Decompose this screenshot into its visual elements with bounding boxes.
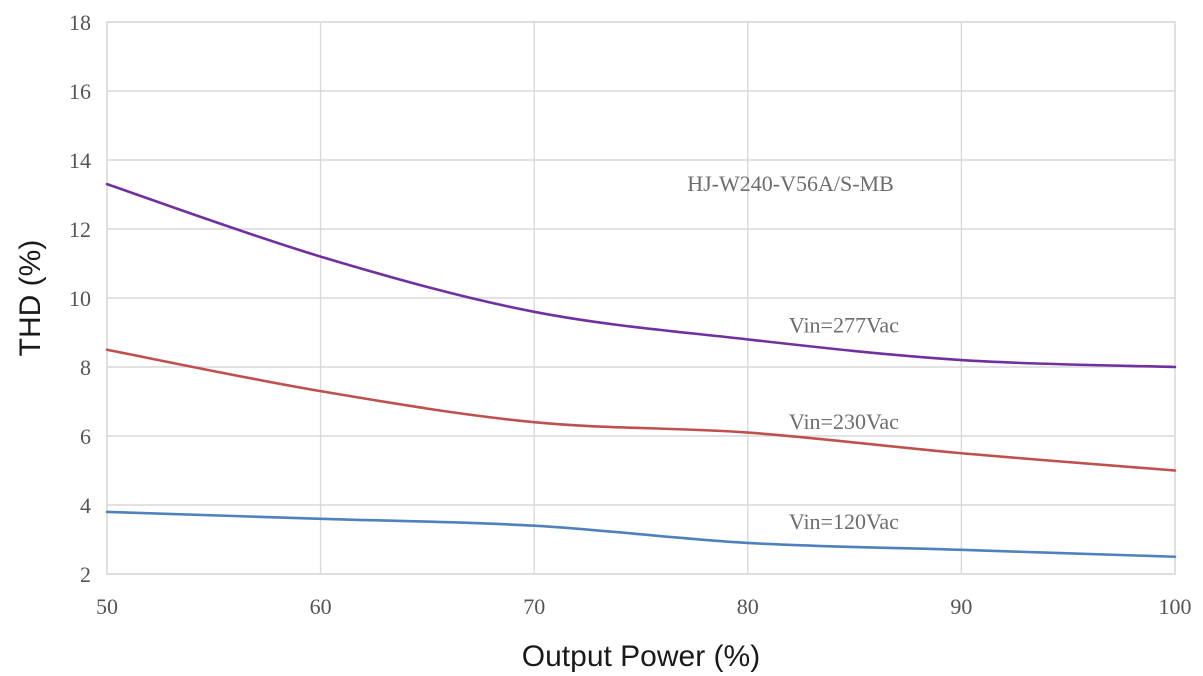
y-tick-label: 18 — [69, 10, 91, 35]
series-line-1 — [105, 182, 1177, 369]
x-tick-label: 80 — [737, 594, 759, 619]
x-tick-labels: 50 60 70 80 90 100 — [96, 594, 1192, 619]
series-line-2 — [105, 348, 1177, 472]
grid — [106, 21, 1176, 575]
series-annotation: Vin=277Vac — [789, 313, 899, 338]
y-tick-label: 12 — [69, 217, 91, 242]
model-annotation: HJ-W240-V56A/S-MB — [687, 171, 894, 196]
series-layer — [105, 182, 1177, 559]
x-axis-label: Output Power (%) — [522, 640, 760, 673]
y-tick-labels: 2 4 6 8 10 12 14 16 18 — [69, 10, 91, 587]
series-annotation: Vin=230Vac — [789, 409, 899, 434]
annotations: HJ-W240-V56A/S-MB Vin=277Vac Vin=230Vac Vin… — [687, 171, 899, 534]
x-tick-label: 60 — [310, 594, 332, 619]
series-annotation: Vin=120Vac — [789, 509, 899, 534]
y-tick-label: 4 — [80, 493, 91, 518]
y-tick-label: 14 — [69, 148, 91, 173]
plot-area-frame — [106, 21, 1176, 575]
y-tick-label: 10 — [69, 286, 91, 311]
y-tick-label: 8 — [80, 355, 91, 380]
series-line-3 — [105, 510, 1177, 559]
y-tick-label: 16 — [69, 79, 91, 104]
y-axis-label: THD (%) — [14, 240, 47, 357]
y-tick-label: 6 — [80, 424, 91, 449]
x-tick-label: 50 — [96, 594, 118, 619]
x-tick-label: 90 — [950, 594, 972, 619]
x-tick-label: 70 — [523, 594, 545, 619]
x-tick-label: 100 — [1159, 594, 1192, 619]
y-tick-label: 2 — [80, 562, 91, 587]
